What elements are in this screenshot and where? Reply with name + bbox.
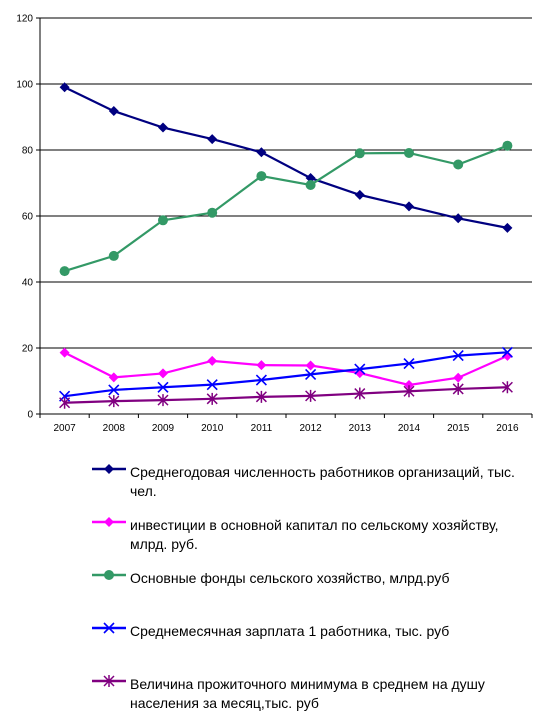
series-point-0 bbox=[59, 82, 70, 93]
series-point-4 bbox=[501, 381, 513, 394]
legend-marker bbox=[103, 675, 115, 687]
series-point-0 bbox=[404, 201, 414, 212]
series-point-2 bbox=[453, 159, 464, 170]
series-point-4 bbox=[108, 395, 120, 408]
x-tick-label: 2011 bbox=[251, 423, 273, 434]
series-point-0 bbox=[453, 213, 464, 224]
line-chart: 0 20 40 60 80 100 120 2007 2008 2009 2010 2011 2012… bbox=[16, 14, 533, 434]
series-point-1 bbox=[108, 372, 119, 383]
series-point-1 bbox=[207, 355, 218, 366]
series-point-4 bbox=[255, 390, 267, 403]
series-point-3 bbox=[403, 357, 415, 370]
legend-swatch-fixed-assets bbox=[92, 570, 126, 580]
y-tick-label: 40 bbox=[22, 278, 34, 289]
series-point-2 bbox=[404, 147, 414, 158]
legend-swatch-investments bbox=[92, 517, 126, 527]
series-point-4 bbox=[157, 394, 169, 407]
series-point-1 bbox=[305, 360, 316, 371]
x-tick-labels: 2007 2008 2009 2010 2011 2012 2013 2014 2015 2016 bbox=[53, 423, 518, 434]
y-tick-label: 100 bbox=[16, 80, 33, 91]
legend-item-investments: инвестиции в основной капитал по сельско… bbox=[92, 514, 532, 567]
series-point-0 bbox=[354, 189, 365, 200]
legend-label-investments: инвестиции в основной капитал по сельско… bbox=[130, 517, 499, 552]
x-tick-label: 2007 bbox=[53, 423, 76, 434]
series-line-4 bbox=[64, 386, 508, 404]
series-point-4 bbox=[59, 396, 71, 409]
y-tick-label: 60 bbox=[22, 212, 34, 223]
x-tick-label: 2010 bbox=[201, 423, 224, 434]
series-line-2 bbox=[64, 144, 508, 273]
x-tick-label: 2012 bbox=[299, 423, 322, 434]
y-tick-labels: 0 20 40 60 80 100 120 bbox=[16, 14, 33, 421]
series-point-1 bbox=[404, 379, 414, 390]
series-point-0 bbox=[256, 147, 267, 158]
legend-swatch-workers bbox=[92, 464, 126, 474]
gridlines bbox=[40, 17, 532, 349]
x-tick-label: 2008 bbox=[103, 423, 126, 434]
x-tick-label: 2009 bbox=[152, 423, 175, 434]
legend-marker bbox=[104, 570, 114, 580]
series-group bbox=[59, 82, 513, 409]
series-point-4 bbox=[452, 382, 464, 395]
series-point-1 bbox=[256, 360, 267, 371]
legend-item-workers: Среднегодовая численность работников орг… bbox=[92, 461, 532, 514]
series-point-0 bbox=[207, 134, 218, 145]
series-point-4 bbox=[403, 385, 415, 398]
y-tick-label: 120 bbox=[16, 14, 33, 25]
series-point-0 bbox=[108, 106, 119, 117]
legend-label-workers: Среднегодовая численность работников орг… bbox=[130, 464, 515, 499]
x-tick-label: 2016 bbox=[496, 423, 519, 434]
series-point-3 bbox=[108, 384, 120, 396]
legend: Среднегодовая численность работников орг… bbox=[92, 461, 532, 726]
series-point-0 bbox=[158, 122, 168, 133]
series-line-3 bbox=[64, 351, 508, 398]
series-point-3 bbox=[255, 374, 267, 386]
series-point-2 bbox=[305, 179, 316, 190]
series-point-0 bbox=[305, 173, 316, 184]
y-tick-label: 80 bbox=[22, 146, 34, 157]
series-point-1 bbox=[453, 372, 464, 383]
series-point-4 bbox=[305, 389, 317, 402]
legend-swatch-subsistence bbox=[92, 675, 126, 687]
legend-marker bbox=[104, 517, 114, 527]
series-point-3 bbox=[354, 363, 366, 375]
series-point-2 bbox=[207, 207, 218, 218]
legend-item-subsistence: Величина прожиточного минимума в среднем… bbox=[92, 673, 532, 726]
legend-item-salary: Среднемесячная зарплата 1 работника, тыс… bbox=[92, 620, 532, 673]
x-tick-label: 2015 bbox=[447, 423, 470, 434]
legend-label-fixed-assets: Основные фонды сельского хозяйство, млрд… bbox=[130, 570, 450, 586]
series-point-4 bbox=[206, 392, 218, 405]
series-point-2 bbox=[502, 140, 513, 151]
legend-swatch-salary bbox=[92, 622, 126, 634]
series-point-2 bbox=[256, 171, 267, 182]
y-tick-label: 20 bbox=[22, 344, 34, 355]
legend-marker bbox=[104, 464, 114, 474]
x-tick-label: 2013 bbox=[349, 423, 372, 434]
series-line-0 bbox=[64, 86, 508, 229]
series-point-2 bbox=[59, 266, 70, 277]
series-point-1 bbox=[158, 368, 168, 379]
series-point-3 bbox=[305, 368, 317, 380]
series-point-2 bbox=[108, 250, 119, 261]
x-tick-label: 2014 bbox=[398, 423, 421, 434]
axes bbox=[36, 17, 533, 418]
series-point-3 bbox=[157, 381, 169, 393]
series-line-1 bbox=[64, 351, 508, 387]
legend-item-fixed-assets: Основные фонды сельского хозяйство, млрд… bbox=[92, 567, 532, 620]
series-point-3 bbox=[501, 346, 513, 358]
series-point-2 bbox=[354, 148, 365, 159]
series-point-4 bbox=[354, 387, 366, 400]
series-point-1 bbox=[59, 347, 70, 358]
series-point-3 bbox=[452, 350, 464, 362]
series-point-0 bbox=[502, 222, 513, 233]
legend-label-salary: Среднемесячная зарплата 1 работника, тыс… bbox=[130, 623, 450, 639]
legend-marker bbox=[103, 622, 115, 634]
series-point-2 bbox=[158, 215, 168, 226]
legend-label-subsistence: Величина прожиточного минимума в среднем… bbox=[130, 676, 485, 711]
series-point-3 bbox=[206, 379, 218, 391]
y-tick-label: 0 bbox=[27, 410, 33, 421]
